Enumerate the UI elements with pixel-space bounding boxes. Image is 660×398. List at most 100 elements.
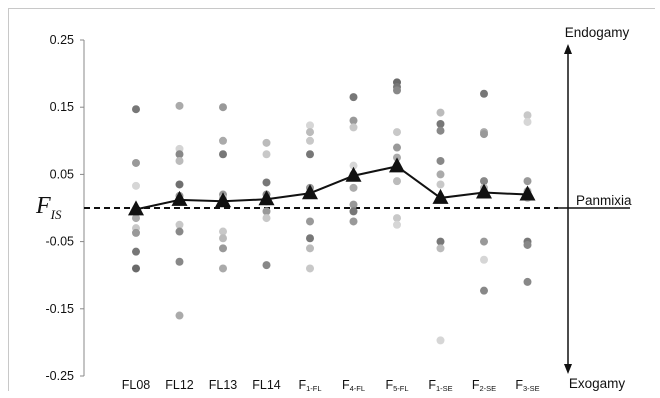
data-point	[219, 103, 227, 112]
data-point	[480, 177, 488, 186]
x-tick-label: FL12	[165, 378, 194, 392]
data-point	[393, 128, 401, 137]
x-tick-label: FL08	[122, 378, 151, 392]
data-point	[219, 227, 227, 236]
data-point	[175, 220, 184, 229]
mean-marker	[302, 184, 318, 200]
data-point	[219, 244, 227, 253]
arrow-head-down	[564, 364, 572, 374]
data-point	[132, 181, 140, 190]
y-axis-label-main: F	[35, 193, 51, 219]
y-axis: 0.25 0.15 0.05 -0.05 -0.15 -0.25	[46, 33, 85, 383]
data-point	[480, 237, 488, 246]
mean-marker	[345, 166, 362, 182]
data-point	[175, 156, 184, 165]
x-tick-label-sub: 4-FL	[350, 384, 365, 393]
endogamy-label: Endogamy	[565, 25, 630, 40]
mean-marker	[171, 190, 188, 206]
y-tick-label: -0.25	[46, 369, 75, 383]
x-tick-label-sub: 1-SE	[436, 384, 453, 393]
data-point	[393, 86, 401, 95]
data-point	[132, 247, 140, 256]
data-point	[132, 105, 140, 114]
mean-marker	[519, 185, 536, 201]
mean-series	[128, 157, 536, 216]
data-point	[262, 150, 271, 159]
data-point	[436, 108, 445, 117]
data-point	[393, 214, 401, 223]
data-point	[262, 178, 271, 187]
data-point	[175, 101, 184, 110]
data-point	[262, 261, 271, 270]
annotations: Endogamy Panmixia Exogamy	[564, 25, 632, 391]
data-point	[175, 150, 184, 159]
mean-marker	[258, 190, 275, 206]
data-point	[175, 227, 184, 236]
x-tick-label: F1-FL	[298, 378, 321, 393]
data-point	[393, 177, 401, 186]
data-point	[262, 138, 271, 147]
data-point	[132, 264, 140, 273]
data-point	[306, 136, 314, 145]
data-point	[219, 136, 227, 145]
data-point	[349, 161, 358, 170]
data-point	[349, 207, 358, 216]
mean-marker	[215, 192, 231, 208]
data-point	[306, 150, 314, 159]
x-tick-label-sub: 3-SE	[523, 384, 540, 393]
data-point	[436, 120, 445, 128]
endogamy-exogamy-arrow	[564, 44, 572, 374]
individual-points	[132, 78, 532, 345]
data-point	[523, 240, 532, 249]
data-point	[262, 207, 271, 216]
data-point	[523, 111, 532, 120]
y-tick-label: 0.15	[50, 100, 74, 114]
data-point	[306, 121, 314, 130]
data-point	[349, 93, 358, 102]
y-tick-label: -0.15	[46, 302, 75, 316]
x-tick-label-main: F	[515, 378, 523, 392]
x-tick-label-main: F	[342, 378, 350, 392]
data-point	[349, 183, 358, 192]
data-point	[219, 150, 227, 159]
data-point	[480, 130, 488, 139]
x-tick-label-main: F	[472, 378, 480, 392]
data-point	[132, 228, 140, 237]
x-tick-label: FL13	[209, 378, 238, 392]
arrow-head-up	[564, 44, 572, 54]
data-point	[219, 234, 227, 243]
x-tick-label: F5-FL	[385, 378, 408, 393]
x-tick-label: F1-SE	[428, 378, 452, 393]
mean-marker	[432, 188, 449, 204]
data-point	[436, 170, 445, 179]
data-point	[436, 237, 445, 246]
data-point	[219, 264, 227, 273]
y-tick-label: 0.05	[50, 167, 74, 181]
data-point	[349, 116, 358, 125]
x-axis: FL08 FL12 FL13 FL14 F1-FL F4-FL F5-FL F1-SE F2-S…	[122, 378, 540, 393]
data-point	[523, 117, 532, 126]
data-point	[436, 336, 445, 345]
x-tick-label: F4-FL	[342, 378, 365, 393]
data-point	[393, 220, 401, 229]
x-tick-label-main: FL13	[209, 378, 238, 392]
data-point	[306, 244, 314, 253]
exogamy-label: Exogamy	[569, 376, 626, 391]
data-point	[523, 277, 532, 286]
data-point	[306, 128, 314, 137]
x-tick-label-main: FL08	[122, 378, 151, 392]
data-point	[349, 200, 358, 209]
x-tick-label-sub: 5-FL	[393, 384, 408, 393]
y-axis-label-text: FIS	[35, 193, 62, 222]
x-tick-label-main: FL14	[252, 378, 281, 392]
data-point	[480, 286, 488, 295]
y-axis-label: FIS	[35, 193, 62, 222]
data-point	[436, 244, 445, 253]
data-point	[436, 126, 445, 135]
data-point	[175, 180, 184, 189]
data-point	[132, 158, 140, 167]
x-tick-label-sub: 1-FL	[306, 384, 321, 393]
data-point	[306, 234, 314, 243]
x-tick-label: F2-SE	[472, 378, 496, 393]
data-point	[480, 255, 488, 264]
